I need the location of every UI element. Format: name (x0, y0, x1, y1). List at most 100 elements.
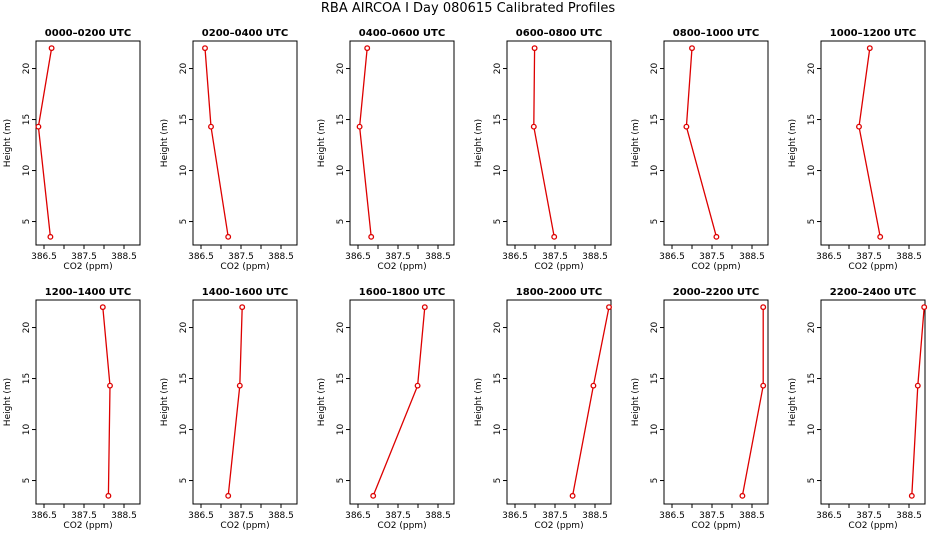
x-axis-label: CO2 (ppm) (220, 262, 269, 272)
x-axis-label: CO2 (ppm) (534, 521, 583, 531)
data-point (689, 45, 695, 52)
x-tick-label: 388.5 (111, 511, 137, 521)
y-tick-label: 10 (22, 424, 32, 436)
profile-line (858, 48, 881, 237)
panel-title: 1800–2000 UTC (516, 287, 602, 298)
data-point (551, 233, 558, 240)
x-tick-label: 388.5 (739, 252, 765, 262)
x-tick-label: 386.5 (816, 252, 842, 262)
plot-frame (35, 40, 141, 246)
x-tick-label: 386.5 (345, 511, 371, 521)
y-axis-label: Height (m) (3, 378, 13, 426)
x-tick-label: 387.5 (542, 511, 568, 521)
data-point (236, 382, 243, 389)
y-tick-label: 5 (493, 219, 503, 225)
x-tick-label: 388.5 (425, 511, 451, 521)
plot-frame (192, 299, 298, 505)
x-tick-label: 387.5 (228, 511, 254, 521)
y-tick-label: 15 (650, 373, 660, 384)
panel-title: 1600–1800 UTC (359, 287, 445, 298)
x-axis-label: CO2 (ppm) (534, 262, 583, 272)
data-point (856, 123, 862, 130)
data-point (35, 123, 42, 130)
y-tick-label: 15 (179, 114, 189, 125)
x-axis-label: CO2 (ppm) (377, 521, 426, 531)
x-tick-label: 386.5 (31, 252, 57, 262)
data-point (713, 233, 720, 240)
panel-title: 0400–0600 UTC (359, 28, 445, 39)
plot-frame (663, 299, 769, 505)
panel-title: 0800–1000 UTC (673, 28, 759, 39)
y-tick-label: 5 (336, 478, 346, 484)
x-tick-label: 388.5 (268, 252, 294, 262)
y-tick-label: 5 (650, 219, 660, 225)
x-tick-label: 388.5 (111, 252, 137, 262)
panel-title: 0000–0200 UTC (45, 28, 131, 39)
y-tick-label: 15 (493, 114, 503, 125)
x-tick-label: 387.5 (228, 252, 254, 262)
plot-frame (506, 40, 612, 246)
y-tick-label: 5 (650, 478, 660, 484)
y-axis-label: Height (m) (160, 119, 170, 167)
x-axis-label: CO2 (ppm) (848, 262, 897, 272)
x-tick-label: 386.5 (188, 511, 214, 521)
x-tick-label: 386.5 (502, 252, 528, 262)
x-tick-label: 388.5 (896, 252, 922, 262)
x-tick-label: 386.5 (188, 252, 214, 262)
profile-line (571, 306, 610, 496)
data-point (48, 45, 55, 52)
y-tick-label: 20 (807, 63, 817, 75)
plot-frame (820, 40, 926, 246)
x-tick-label: 387.5 (699, 511, 725, 521)
y-axis-label: Height (m) (474, 378, 484, 426)
y-tick-label: 20 (336, 322, 346, 334)
y-tick-label: 15 (336, 373, 346, 384)
y-tick-label: 10 (650, 424, 660, 436)
y-axis-label: Height (m) (3, 119, 13, 167)
panel-title: 2200–2400 UTC (830, 287, 916, 298)
y-tick-label: 10 (493, 165, 503, 177)
y-axis-label: Height (m) (631, 378, 641, 426)
chart-panel: 0000–0200 UTC 386.5 387.5 388.5 5 10 15 20 CO2 (… (3, 28, 141, 272)
chart-panel: 1200–1400 UTC 386.5 387.5 388.5 5 10 15 20 CO2 (… (3, 287, 141, 531)
panel-title: 0200–0400 UTC (202, 28, 288, 39)
data-point (569, 492, 576, 499)
y-tick-label: 20 (22, 322, 32, 334)
x-axis-label: CO2 (ppm) (691, 521, 740, 531)
y-tick-label: 20 (22, 63, 32, 75)
x-tick-label: 387.5 (385, 252, 411, 262)
profile-line (372, 307, 426, 497)
y-tick-label: 20 (807, 322, 817, 334)
y-tick-label: 5 (22, 478, 32, 484)
data-point (105, 492, 112, 499)
data-point (356, 123, 363, 130)
y-tick-label: 20 (179, 322, 189, 334)
data-point (107, 382, 113, 389)
profile-line (741, 307, 764, 496)
plot-frame (506, 299, 612, 505)
data-point (531, 45, 538, 52)
x-axis-label: CO2 (ppm) (63, 521, 112, 531)
panel-title: 2000–2200 UTC (673, 287, 759, 298)
chart-panel: 0800–1000 UTC 386.5 387.5 388.5 5 10 15 20 CO2 (… (631, 28, 769, 272)
x-tick-label: 388.5 (582, 252, 608, 262)
x-tick-label: 388.5 (425, 252, 451, 262)
x-tick-label: 386.5 (659, 511, 685, 521)
data-point (606, 304, 612, 311)
y-tick-label: 5 (493, 478, 503, 484)
y-tick-label: 20 (336, 63, 346, 75)
y-tick-label: 10 (336, 165, 346, 177)
x-tick-label: 386.5 (31, 511, 57, 521)
chart-panel: 0600–0800 UTC 386.5 387.5 388.5 5 10 15 20 CO2 (… (474, 28, 612, 272)
profile-line (37, 47, 53, 237)
x-tick-label: 386.5 (816, 511, 842, 521)
x-axis-label: CO2 (ppm) (63, 262, 112, 272)
chart-panel: 0200–0400 UTC 386.5 387.5 388.5 5 10 15 20 CO2 (… (160, 28, 298, 272)
y-tick-label: 5 (179, 219, 189, 225)
y-tick-label: 5 (336, 219, 346, 225)
data-point (530, 123, 537, 130)
y-tick-label: 15 (807, 114, 817, 125)
x-tick-label: 386.5 (502, 511, 528, 521)
data-point (760, 304, 767, 311)
